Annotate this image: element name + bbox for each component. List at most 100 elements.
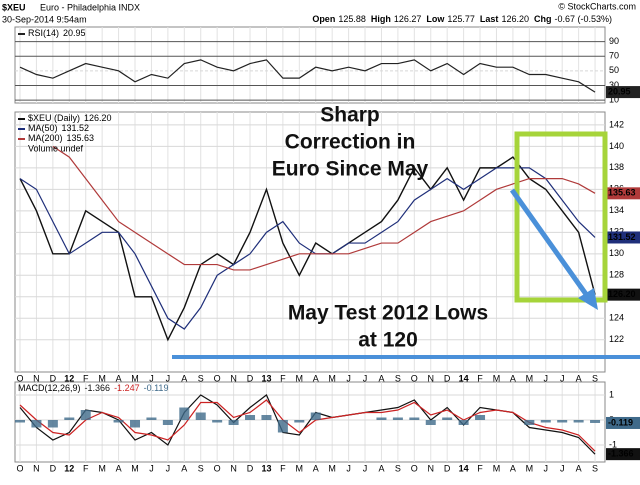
annotation: Euro Since May <box>272 158 429 181</box>
value-tag-label: 131.52 <box>608 232 636 242</box>
x-tick-label: S <box>592 463 598 473</box>
panel <box>14 111 606 373</box>
histogram-bar <box>524 420 535 425</box>
x-tick-label: J <box>560 463 565 473</box>
value-tag-label: -1.366 <box>608 449 634 459</box>
x-tick-label: J <box>166 373 171 383</box>
x-tick-label: M <box>98 463 106 473</box>
legend-title: MACD(12,26,9) <box>18 383 81 393</box>
x-tick-label: D <box>50 463 57 473</box>
y-tick-label: 1 <box>609 389 614 399</box>
quote-label: Low <box>426 14 445 24</box>
credit: © StockCharts.com <box>558 1 636 11</box>
x-tick-label: F <box>83 463 89 473</box>
legend-entry: MA(200) 135.63 <box>28 133 94 143</box>
series-line <box>19 399 596 452</box>
x-tick-label: M <box>493 463 501 473</box>
y-tick-label: 122 <box>609 334 624 344</box>
x-tick-label: J <box>166 463 171 473</box>
x-tick-label: 12 <box>64 463 74 473</box>
x-tick-label: N <box>33 463 40 473</box>
histogram-bar <box>442 417 453 420</box>
symbol: $XEU <box>2 2 26 12</box>
quote-value: 125.77 <box>447 14 475 24</box>
x-tick-label: D <box>444 373 451 383</box>
x-tick-label: 14 <box>459 373 469 383</box>
x-tick-label: S <box>592 373 598 383</box>
histogram-bar <box>64 417 75 420</box>
highlight-box <box>514 131 608 303</box>
annotation: May Test 2012 Lows <box>288 302 488 325</box>
histogram-bar <box>310 412 321 420</box>
x-tick-label: N <box>33 373 40 383</box>
legend-value: -1.247 <box>114 383 140 393</box>
x-tick-label: 13 <box>261 463 271 473</box>
x-tick-label: J <box>149 373 154 383</box>
x-tick-label: F <box>280 373 286 383</box>
histogram-bar <box>277 420 288 433</box>
histogram-bar <box>80 410 91 420</box>
trend-arrow <box>509 188 591 299</box>
value-tag-label: -0.119 <box>608 417 633 427</box>
x-tick-label: F <box>477 463 483 473</box>
x-tick-label: M <box>526 373 534 383</box>
legend-value: 126.20 <box>84 113 112 123</box>
quote-label: High <box>371 14 391 24</box>
value-tag-label: 126.20 <box>608 289 636 299</box>
x-tick-label: A <box>116 373 122 383</box>
histogram-bar <box>162 420 173 425</box>
y-tick-label: 134 <box>609 205 624 215</box>
x-tick-label: A <box>313 463 319 473</box>
x-tick-label: A <box>181 373 187 383</box>
x-tick-label: A <box>116 463 122 473</box>
histogram-bar <box>540 420 551 423</box>
histogram-bar <box>179 407 190 420</box>
x-tick-label: M <box>131 463 139 473</box>
value-tag <box>606 448 640 461</box>
x-tick-label: A <box>510 463 516 473</box>
histogram-bar <box>590 420 601 423</box>
quote: Open 125.88 High 126.27 Low 125.77 Last 126.20 C… <box>312 14 612 24</box>
histogram-bar <box>212 420 223 423</box>
value-tag-label: 135.63 <box>608 188 636 198</box>
quote-label: Chg <box>534 14 552 24</box>
histogram-bar <box>458 420 469 425</box>
legend-name: MA(200) <box>28 133 63 143</box>
y-tick-label: 138 <box>609 162 624 172</box>
series-line <box>52 145 596 271</box>
y-tick-label: 50 <box>609 65 619 75</box>
legend-value: 131.52 <box>62 123 90 133</box>
histogram-bar <box>195 412 206 420</box>
legend-name: $XEU (Daily) <box>28 113 80 123</box>
x-tick-label: F <box>477 373 483 383</box>
histogram-bar <box>392 417 403 420</box>
histogram-bar <box>245 415 256 420</box>
x-tick-label: D <box>247 373 254 383</box>
x-tick-label: J <box>363 373 368 383</box>
y-tick-label: 90 <box>609 36 619 46</box>
legend-entry: MA(50) 131.52 <box>28 123 89 133</box>
value-tag-label: 20.95 <box>608 86 631 96</box>
series-line <box>19 59 596 93</box>
x-tick-label: J <box>346 373 351 383</box>
trend-arrowhead <box>578 288 598 310</box>
x-tick-label: J <box>149 463 154 473</box>
x-tick-label: J <box>363 463 368 473</box>
value-tag <box>606 187 640 200</box>
x-tick-label: F <box>83 373 89 383</box>
histogram-bar <box>294 420 305 423</box>
value-tag <box>606 86 640 99</box>
histogram-bar <box>15 420 25 423</box>
legend-entry: RSI(14) 20.95 <box>28 28 86 38</box>
x-tick-label: A <box>510 373 516 383</box>
value-tag <box>606 416 640 429</box>
x-tick-label: A <box>313 373 319 383</box>
instrument-name: Euro - Philadelphia INDX <box>40 2 140 12</box>
x-tick-label: 12 <box>64 373 74 383</box>
legend-value: 135.63 <box>67 133 95 143</box>
x-tick-label: S <box>395 373 401 383</box>
y-tick-label: 140 <box>609 141 624 151</box>
histogram-bar <box>425 420 436 425</box>
histogram-bar <box>573 420 584 423</box>
x-tick-label: S <box>395 463 401 473</box>
